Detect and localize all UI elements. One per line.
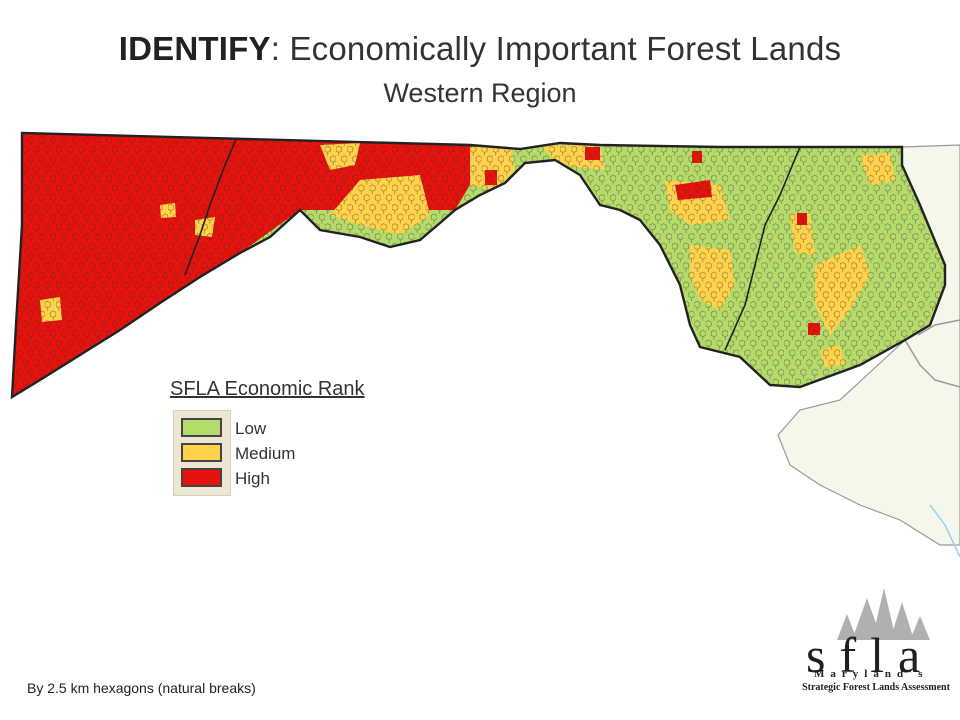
title-rest: : Economically Important Forest Lands [270, 30, 842, 67]
logo-letters: sfla [806, 627, 935, 683]
legend-label-medium: Medium [235, 444, 296, 463]
page-subtitle: Western Region [383, 78, 577, 108]
legend-swatch-panel [173, 410, 231, 496]
neighbor-boundary [917, 319, 960, 336]
region-outline [10, 131, 947, 400]
legend-swatch-low [181, 418, 222, 437]
legend-title: SFLA Economic Rank [170, 378, 365, 400]
tree-icon [837, 588, 930, 640]
footnote: By 2.5 km hexagons (natural breaks) [27, 680, 256, 696]
county-line [184, 134, 239, 276]
legend-swatch-high [181, 468, 222, 487]
legend-label-low: Low [235, 419, 267, 438]
sfla-logo: sfla Maryland's Strategic Forest Lands A… [792, 580, 960, 700]
legend-swatch-medium [181, 443, 222, 462]
neighbor-boundary [904, 339, 960, 388]
logo-line-1: Maryland's [814, 668, 929, 680]
western-region-hexmap [12, 133, 945, 397]
river-line [929, 504, 960, 558]
legend-label-high: High [235, 469, 270, 488]
logo-line-2: Strategic Forest Lands Assessment [802, 682, 950, 693]
region-map [10, 131, 960, 558]
title-bold: IDENTIFY [118, 30, 271, 67]
county-line [724, 146, 801, 351]
page-title: IDENTIFY: Economically Important Forest … [0, 30, 960, 68]
